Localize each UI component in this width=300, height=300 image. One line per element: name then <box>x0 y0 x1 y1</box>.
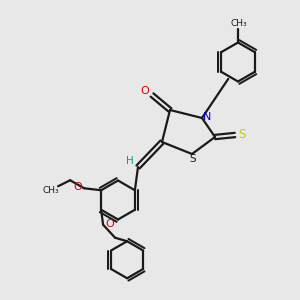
Text: CH₃: CH₃ <box>231 19 247 28</box>
Text: O: O <box>74 182 82 192</box>
Text: O: O <box>141 86 149 96</box>
Text: N: N <box>203 112 211 122</box>
Text: CH₃: CH₃ <box>43 186 59 195</box>
Text: O: O <box>106 219 115 229</box>
Text: S: S <box>238 128 246 140</box>
Text: S: S <box>190 154 196 164</box>
Text: H: H <box>126 156 134 166</box>
